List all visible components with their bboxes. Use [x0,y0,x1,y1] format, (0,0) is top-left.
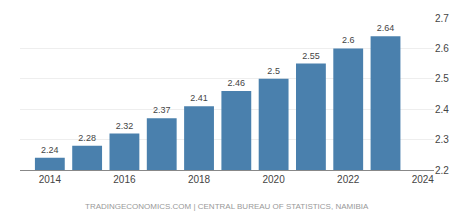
svg-text:2.37: 2.37 [153,105,171,115]
svg-text:TRADINGECONOMICS.COM | CENTRAL: TRADINGECONOMICS.COM | CENTRAL BUREAU OF… [85,202,369,211]
svg-text:2020: 2020 [262,174,285,185]
svg-text:2.7: 2.7 [435,13,449,24]
svg-text:2.4: 2.4 [435,104,449,115]
svg-text:2.32: 2.32 [116,121,134,131]
svg-text:2.3: 2.3 [435,134,449,145]
svg-text:2.2: 2.2 [435,165,449,176]
svg-text:2.64: 2.64 [377,23,395,33]
svg-text:2.28: 2.28 [78,133,96,143]
svg-text:2014: 2014 [39,174,62,185]
svg-text:2.5: 2.5 [435,73,449,84]
svg-text:2016: 2016 [113,174,136,185]
svg-text:2022: 2022 [337,174,360,185]
svg-text:2.46: 2.46 [228,78,246,88]
svg-text:2.6: 2.6 [435,43,449,54]
svg-text:2.5: 2.5 [267,66,280,76]
svg-text:2.55: 2.55 [302,51,320,61]
svg-text:2.6: 2.6 [342,35,355,45]
svg-text:2018: 2018 [188,174,211,185]
svg-text:2024: 2024 [412,174,435,185]
svg-text:2.41: 2.41 [190,93,208,103]
svg-text:2.24: 2.24 [41,145,59,155]
